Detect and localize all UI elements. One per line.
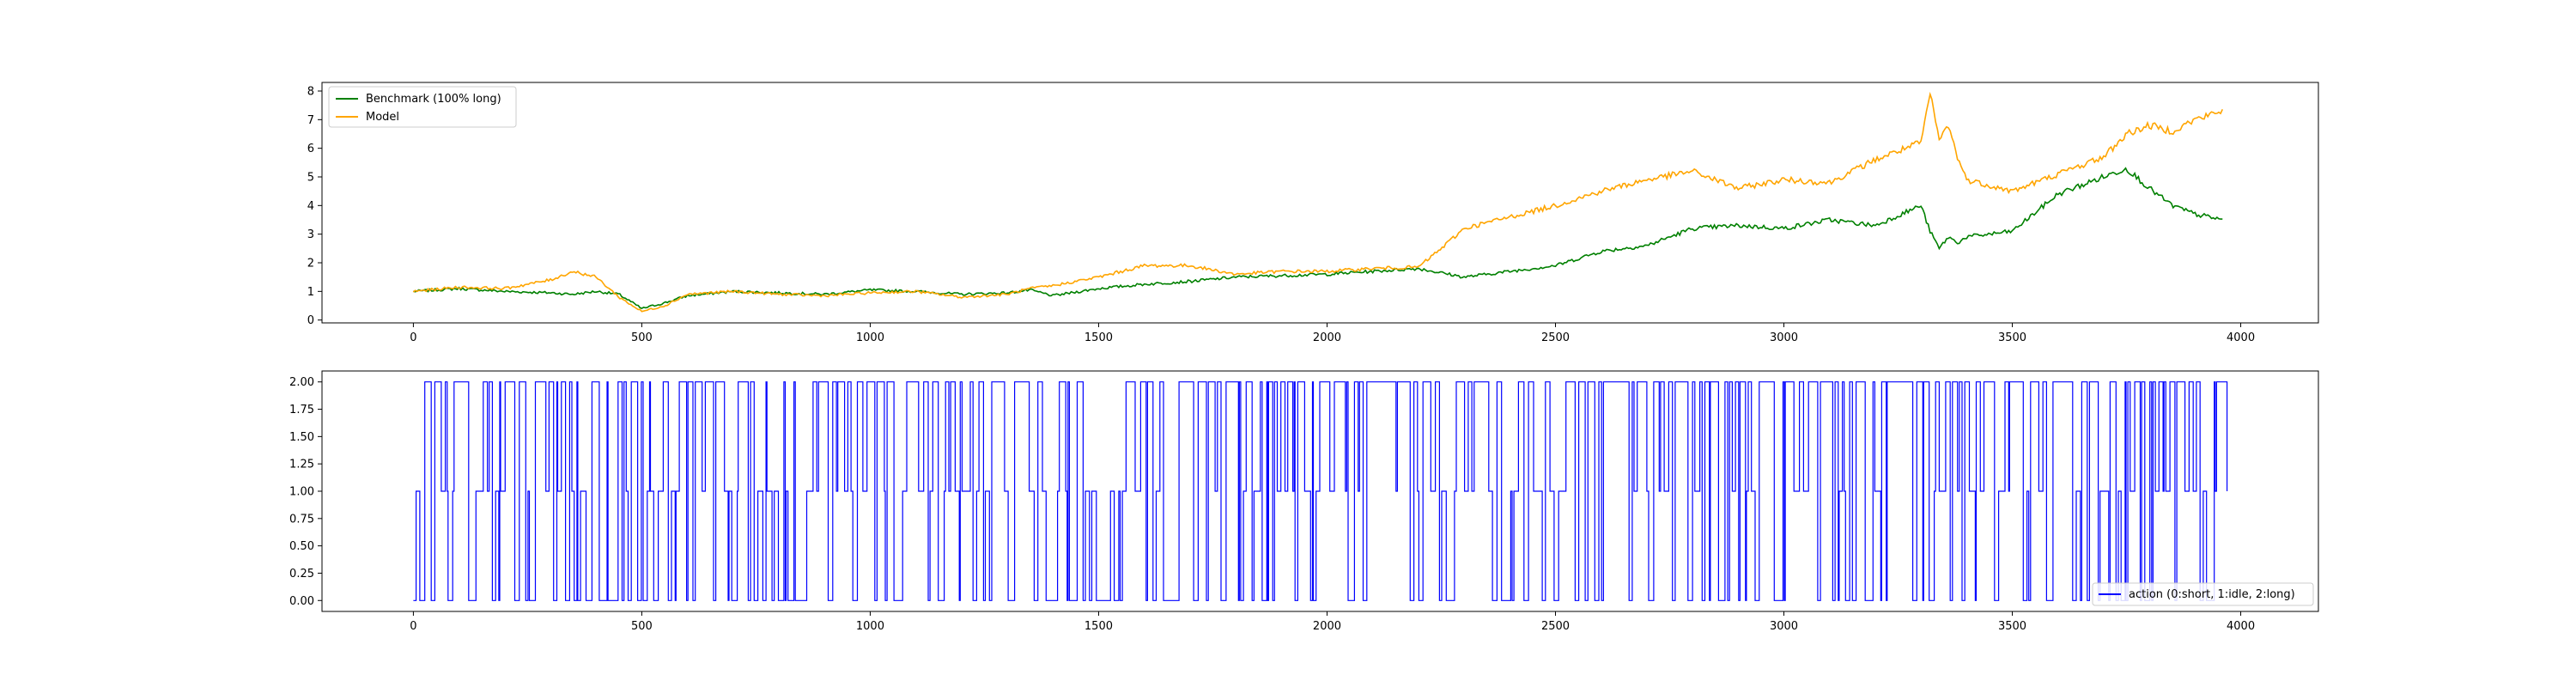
y-tick-label: 7 — [307, 114, 314, 127]
portfolio-value-axes: 0 500 1000 1500 2000 2500 3000 3500 4000 0 1 2 3 4 5 6… — [307, 82, 2319, 344]
top-x-ticks: 0 500 1000 1500 2000 2500 3000 3500 4000 — [410, 323, 2255, 344]
x-tick-label: 1500 — [1084, 331, 1113, 344]
top-legend-frame — [328, 86, 517, 128]
x-tick-label: 0 — [410, 620, 416, 633]
y-tick-label: 4 — [307, 200, 314, 213]
y-tick-label: 8 — [307, 86, 314, 99]
x-tick-label: 0 — [410, 331, 416, 344]
action-axes: 0 500 1000 1500 2000 2500 3000 3500 4000 0.00 0.2… — [289, 370, 2319, 633]
y-tick-label: 2.00 — [289, 376, 314, 389]
y-tick-label: 5 — [307, 172, 314, 185]
y-tick-label: 2 — [307, 258, 314, 271]
model-line — [412, 91, 2224, 313]
y-tick-label: 0 — [307, 314, 314, 327]
top-legend: Benchmark (100% long) Model — [328, 86, 517, 128]
top-axes-frame — [321, 82, 2319, 324]
action-lines — [413, 381, 2228, 601]
top-y-ticks: 0 1 2 3 4 5 6 7 8 — [307, 86, 322, 327]
action-line — [413, 381, 2228, 601]
x-tick-label: 3000 — [1770, 331, 1798, 344]
bottom-y-ticks: 0.00 0.25 0.50 0.75 1.00 1.25 1.50 1.75 2.00 — [289, 376, 322, 608]
y-tick-label: 0.25 — [289, 568, 314, 581]
y-tick-label: 6 — [307, 143, 314, 155]
action-legend-label: action (0:short, 1:idle, 2:long) — [2129, 588, 2295, 601]
y-tick-label: 0.50 — [289, 540, 314, 553]
model-legend-label: Model — [366, 111, 399, 124]
x-tick-label: 3500 — [1998, 331, 2026, 344]
portfolio-lines — [412, 91, 2224, 313]
x-tick-label: 1500 — [1084, 620, 1113, 633]
y-tick-label: 1.50 — [289, 431, 314, 444]
x-tick-label: 500 — [631, 620, 653, 633]
y-tick-label: 1.75 — [289, 404, 314, 416]
x-tick-label: 2000 — [1313, 331, 1341, 344]
bottom-x-ticks: 0 500 1000 1500 2000 2500 3000 3500 4000 — [410, 611, 2255, 633]
benchmark-legend-label: Benchmark (100% long) — [366, 93, 501, 106]
y-tick-label: 1 — [307, 286, 314, 299]
y-tick-label: 0.00 — [289, 595, 314, 608]
bottom-legend: action (0:short, 1:idle, 2:long) — [2092, 582, 2314, 606]
x-tick-label: 1000 — [856, 331, 884, 344]
y-tick-label: 3 — [307, 228, 314, 241]
bottom-legend-frame — [2092, 582, 2314, 606]
x-tick-label: 2500 — [1541, 620, 1570, 633]
y-tick-label: 1.00 — [289, 486, 314, 499]
y-tick-label: 0.75 — [289, 513, 314, 526]
x-tick-label: 1000 — [856, 620, 884, 633]
x-tick-label: 4000 — [2227, 620, 2255, 633]
y-tick-label: 1.25 — [289, 459, 314, 471]
x-tick-label: 2500 — [1541, 331, 1570, 344]
x-tick-label: 2000 — [1313, 620, 1341, 633]
x-tick-label: 500 — [631, 331, 653, 344]
x-tick-label: 4000 — [2227, 331, 2255, 344]
x-tick-label: 3000 — [1770, 620, 1798, 633]
x-tick-label: 3500 — [1998, 620, 2026, 633]
